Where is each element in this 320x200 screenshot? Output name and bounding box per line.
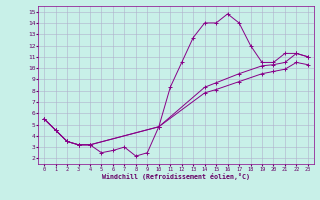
X-axis label: Windchill (Refroidissement éolien,°C): Windchill (Refroidissement éolien,°C) [102,173,250,180]
